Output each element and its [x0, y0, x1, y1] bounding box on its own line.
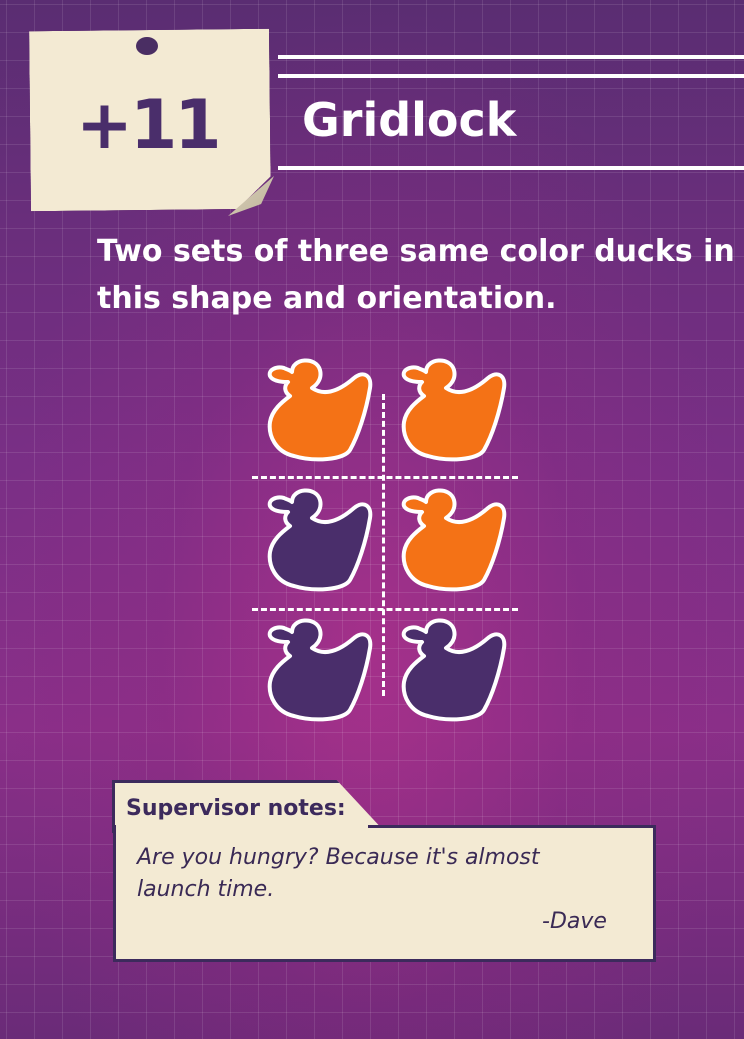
supervisor-signature: -Dave: [542, 909, 607, 934]
purple-duck-icon: [388, 612, 518, 732]
supervisor-note-text: Are you hungry? Because it's almost laun…: [137, 845, 540, 902]
grid-divider-row-1: [252, 476, 518, 479]
orange-duck-icon: [388, 482, 518, 602]
duck-pattern-grid: [248, 350, 520, 730]
orange-duck-icon: [388, 352, 518, 472]
score-value: +11: [76, 86, 222, 165]
grid-divider-row-2: [252, 608, 518, 611]
pin-hole-icon: [136, 37, 158, 55]
supervisor-notes-tab: [112, 780, 386, 833]
title-rule-bottom: [278, 166, 744, 170]
purple-duck-icon: [254, 482, 384, 602]
card-description: Two sets of three same color ducks in th…: [97, 234, 735, 316]
orange-duck-icon: [254, 352, 384, 472]
supervisor-notes-box: [113, 825, 656, 962]
title-rule-upper: [278, 74, 744, 78]
grid-divider-column: [382, 394, 385, 696]
purple-duck-icon: [254, 612, 384, 732]
supervisor-notes-box-border: [368, 825, 653, 828]
card-title: Gridlock: [302, 93, 517, 147]
supervisor-notes-heading: Supervisor notes:: [126, 796, 346, 821]
title-rule-top: [278, 55, 744, 59]
